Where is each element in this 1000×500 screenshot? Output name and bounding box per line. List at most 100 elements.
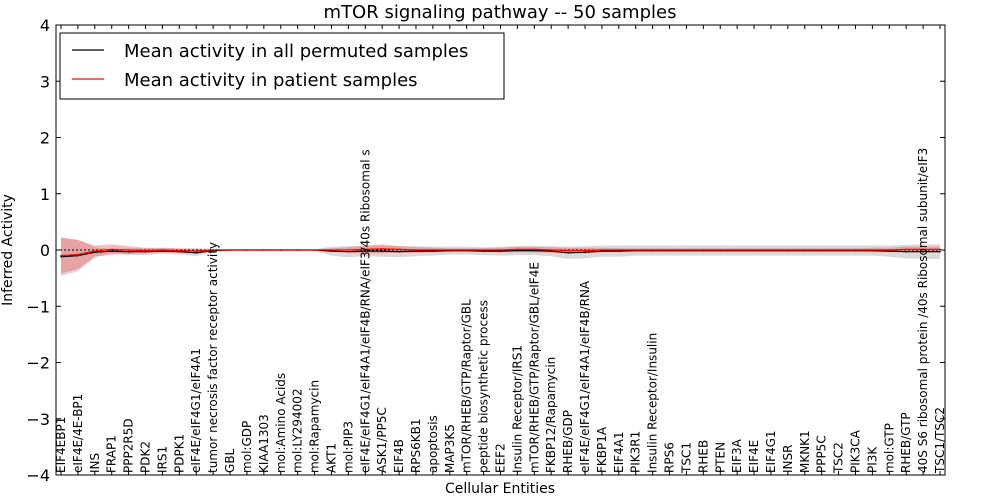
data-point-s0-29 [550,250,552,252]
data-point-s1-40 [736,249,738,251]
data-point-s1-37 [685,249,688,251]
x-tick-label: apoptosis [426,415,440,473]
data-point-s0-4 [127,250,130,253]
data-point-s0-30 [567,252,569,254]
data-point-s0-51 [922,250,924,253]
y-tick-label: 4 [40,16,50,35]
data-point-s1-9 [212,249,214,251]
x-tick-label: mol:GTP [882,423,896,473]
data-point-s1-10 [229,249,231,251]
data-point-s1-0 [60,254,62,257]
x-tick-label: eIF4E/eIF4G1/eIF4A1/eIF4B/RNA/eIF3/40s R… [358,149,372,473]
x-tick-label: PPP2R5D [122,418,136,473]
data-point-s1-48 [871,249,874,251]
data-point-s1-13 [280,249,282,251]
data-point-s1-46 [837,249,840,251]
data-point-s0-18 [364,250,367,252]
data-point-s1-18 [364,248,367,251]
data-point-s1-45 [820,249,823,251]
y-tick-label: −4 [26,466,50,485]
data-point-s1-27 [516,248,519,251]
x-tick-label: mol:Amino Acids [274,373,288,473]
x-tick-label: EIF3A [730,438,744,473]
x-tick-label: ASK1/PP5C [375,407,389,473]
x-tick-label: MAP3K5 [443,424,457,473]
data-point-s1-28 [533,248,536,251]
x-tick-label: mol:PIP3 [341,421,355,473]
x-tick-label: Insulin Receptor/Insulin [646,333,660,473]
x-tick-label: KIAA1303 [257,414,271,473]
data-point-s0-5 [144,250,147,253]
data-point-s1-12 [263,249,265,251]
data-point-s1-7 [178,249,181,252]
y-tick-label: 0 [40,241,50,260]
data-point-s1-31 [584,249,586,252]
x-tick-label: PI3K [865,446,879,473]
x-tick-label: peptide biosynthetic process [477,300,491,473]
y-tick-label: −2 [26,354,50,373]
x-tick-label: EIF4A1 [612,431,626,473]
data-point-s0-1 [77,254,79,257]
x-tick-label: mTOR/RHEB/GTP/Raptor/GBL [460,299,474,473]
data-point-s0-28 [533,249,536,252]
x-tick-label: mol:Rapamycin [308,380,322,473]
data-point-s1-17 [347,249,350,251]
x-tick-label: PIK3CA [849,429,863,473]
x-tick-label: EIF4E [747,440,761,473]
x-tick-label: PPP5C [815,435,829,473]
data-point-s1-29 [550,249,552,251]
legend: Mean activity in all permuted samples Me… [59,32,505,100]
x-tick-label: RPS6KB1 [409,418,423,473]
y-tick-label: −1 [26,297,50,316]
x-tick-label: FKBP1A [595,426,609,473]
data-point-s1-38 [702,249,705,251]
data-point-s1-43 [787,249,789,251]
data-point-s0-31 [584,251,586,254]
y-tick-label: −3 [26,410,50,429]
y-axis-label: Inferred Activity [0,194,16,306]
chart-title: mTOR signaling pathway -- 50 samples [324,2,677,23]
data-point-s0-3 [110,250,113,252]
data-point-s0-19 [381,250,384,252]
data-point-s1-36 [668,249,671,251]
x-tick-label: RHEB/GDP [561,410,575,473]
x-tick-label: AKT1 [325,443,339,473]
x-tick-label: FRAP1 [105,435,119,473]
band-series-0 [61,237,940,276]
data-point-s1-47 [854,249,857,251]
data-point-s1-1 [77,253,79,256]
data-point-s1-5 [144,249,147,252]
data-point-s0-7 [178,250,181,253]
data-point-s1-42 [770,249,772,251]
data-point-s0-8 [195,252,197,254]
x-tick-label: PDK2 [139,441,153,473]
data-point-s0-6 [161,250,164,252]
data-point-s0-52 [939,250,941,253]
y-tick-label: 3 [40,72,50,91]
data-point-s1-50 [905,248,907,251]
data-point-s1-3 [110,248,113,251]
data-point-s0-20 [398,250,400,253]
x-tick-label: mol:LY294002 [291,388,305,473]
data-point-s0-49 [888,250,891,252]
x-tick-label: mTOR/RHEB/GTP/Raptor/GBL/eIF4E [527,262,541,473]
data-point-s1-32 [601,249,603,251]
y-tick-label: 2 [40,129,50,148]
data-point-s0-25 [482,250,485,252]
x-tick-label: MKNK1 [798,430,812,473]
x-tick-label: EIF4EBP1 [54,417,68,473]
data-point-s0-0 [60,255,62,258]
data-point-s1-20 [398,248,400,251]
x-tick-label: eIF4E/eIF4G1/eIF4A1 [189,348,203,473]
data-point-s1-19 [381,248,384,250]
data-point-s1-21 [415,249,417,251]
data-point-s1-25 [482,249,485,251]
data-point-s1-39 [719,249,722,251]
x-tick-label: TSC1/TSC2 [933,407,947,474]
legend-box [59,32,505,100]
plot-area: −4 −3 −2 −1 0 1 2 3 4 EIF4EBP1 eIF4E/4E-BP1 INS FRAP… [26,16,947,485]
data-point-s0-32 [601,250,603,252]
data-point-s1-51 [922,248,924,251]
x-tick-label: Insulin Receptor/IRS1 [510,345,524,473]
